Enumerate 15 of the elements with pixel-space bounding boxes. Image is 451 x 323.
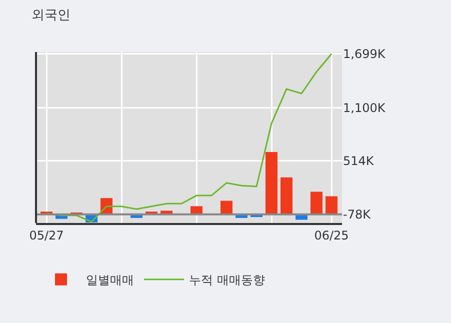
x-tick-label: 05/27 xyxy=(29,228,64,242)
line-series xyxy=(46,53,332,222)
legend-label: 일별매매 xyxy=(86,273,134,288)
y-tick-label: 1,699K xyxy=(343,47,386,62)
bar xyxy=(310,192,322,214)
y-tick-label: 1,100K xyxy=(343,101,386,116)
chart-title: 외국인 xyxy=(32,8,71,24)
y-tick-label: -78K xyxy=(343,208,372,222)
legend-label: 누적 매매동향 xyxy=(189,273,265,288)
x-tick-label: 06/25 xyxy=(314,228,349,242)
bar xyxy=(220,200,232,214)
bar xyxy=(266,152,278,214)
bar xyxy=(326,196,338,214)
y-tick-label: 514K xyxy=(343,154,375,168)
bar xyxy=(280,177,292,214)
